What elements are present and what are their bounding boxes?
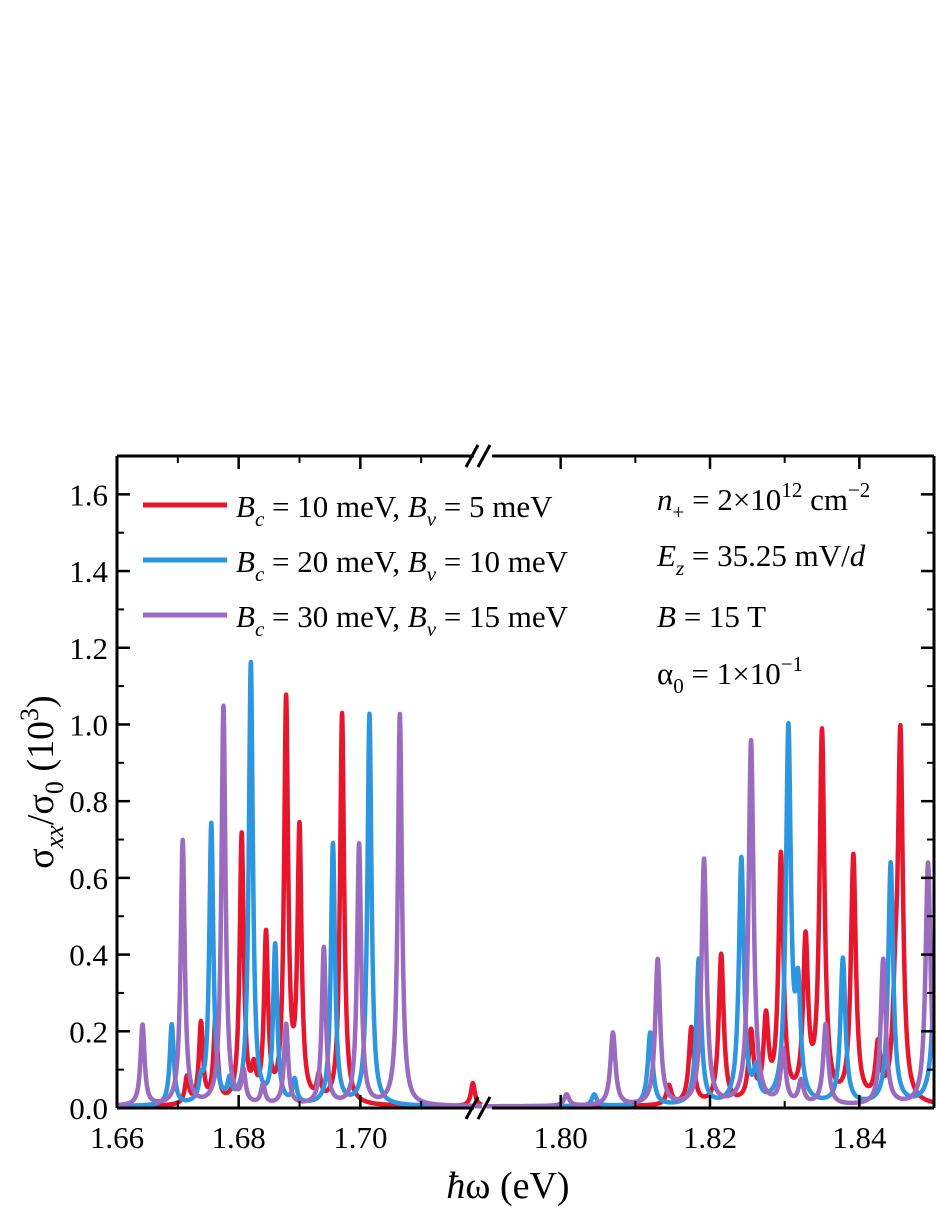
x-axis-ticks: 1.661.681.701.801.821.841.8 [90, 456, 887, 1155]
series-3-curve-left [117, 703, 483, 1109]
x-tick-label: 1.84 [832, 1120, 887, 1155]
curves-right-segment [486, 721, 935, 1109]
axis-break-marks [464, 444, 492, 1120]
y-tick-label: 1.0 [69, 707, 108, 742]
legend-label-series-1: Bc = 10 meV, Bv = 5 meV [236, 489, 553, 531]
series-3-curve-right [486, 737, 935, 1109]
x-tick-label: 1.80 [534, 1120, 588, 1155]
top-break-mark-1 [464, 444, 480, 468]
y-tick-label: 1.2 [69, 631, 108, 666]
bottom-break-mark-2 [476, 1096, 492, 1120]
top-break-mark-2 [476, 444, 492, 468]
annotation-magnetic-field: B = 15 T [657, 599, 766, 634]
y-tick-label: 0.2 [69, 1014, 108, 1049]
annotation-electric-field: Ez = 35.25 mV/d [656, 538, 866, 580]
x-tick-label: 1.66 [90, 1120, 144, 1155]
y-tick-label: 1.4 [69, 554, 108, 589]
y-tick-label: 0.6 [69, 861, 108, 896]
parameter-annotations: n+ = 2×1012 cm−2 Ez = 35.25 mV/d B = 15 … [656, 478, 870, 698]
y-tick-label: 1.6 [69, 477, 108, 512]
y-tick-label: 0.8 [69, 784, 108, 819]
y-tick-label: 0.0 [69, 1091, 108, 1126]
y-tick-label: 0.4 [69, 938, 108, 973]
legend-label-series-2: Bc = 20 meV, Bv = 10 meV [236, 544, 569, 586]
annotation-density: n+ = 2×1012 cm−2 [657, 478, 870, 524]
bottom-break-mark-1 [464, 1096, 480, 1120]
y-axis-title: σxx/σ0 (103) [15, 695, 69, 868]
x-axis-title: ħω (eV) [446, 1165, 569, 1207]
x-tick-label: 1.70 [333, 1120, 387, 1155]
x-tick-label: 1.68 [212, 1120, 266, 1155]
y-axis-ticks: 0.0 0.2 0.4 0.6 0.8 1.0 1.2 1.4 1.6 [69, 477, 934, 1126]
x-tick-label: 1.82 [683, 1120, 737, 1155]
legend-label-series-3: Bc = 30 meV, Bv = 15 meV [236, 599, 569, 641]
legend: Bc = 10 meV, Bv = 5 meV Bc = 20 meV, Bv … [143, 489, 569, 641]
annotation-alpha: α0 = 1×10−1 [657, 652, 803, 698]
curves-left-segment [117, 659, 483, 1109]
